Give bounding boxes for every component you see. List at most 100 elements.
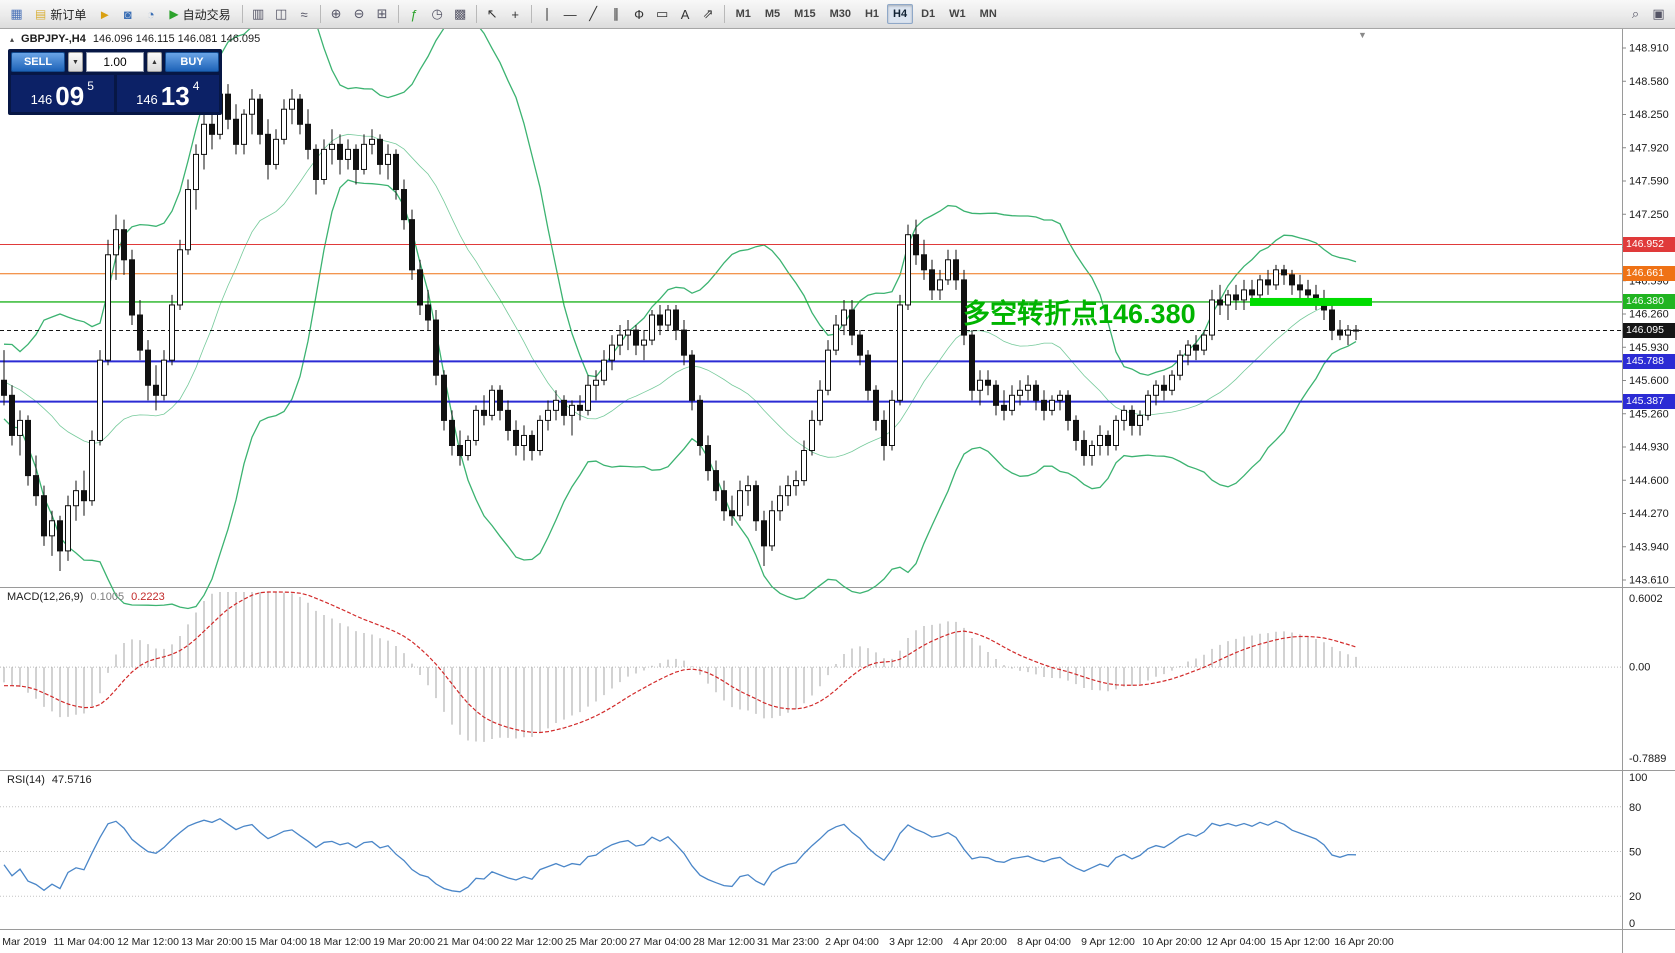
timeframe-m1[interactable]: M1 (735, 8, 751, 20)
rsi-axis-tick-label: 0 (1629, 918, 1635, 930)
candle-body (201, 123, 207, 155)
candle-body (1265, 279, 1271, 286)
sell-price-button[interactable]: 146 09 5 (11, 75, 114, 112)
autotrading-icon: ▶ (169, 7, 179, 21)
time-axis-label: 28 Mar 12:00 (693, 936, 755, 948)
price-axis-tick-label: 144.270 (1629, 508, 1669, 520)
price-axis-tick-label: 144.930 (1629, 442, 1669, 454)
market-watch-icon[interactable]: ◙ (116, 3, 139, 25)
buy-price-big: 13 (160, 81, 190, 111)
timeframe-m15[interactable]: M15 (794, 8, 816, 20)
candle-body (505, 409, 511, 431)
candle-body (753, 485, 759, 522)
candle-body (129, 259, 135, 316)
candle-body (137, 314, 143, 351)
profiles-icon[interactable]: ► (93, 3, 116, 25)
fibonacci-icon[interactable]: Ф (628, 3, 651, 25)
chart-shift-marker[interactable]: ▼ (1358, 30, 1367, 40)
candle-body (721, 490, 727, 512)
templates-icon[interactable]: ▩ (449, 3, 472, 25)
lot-increase-button[interactable]: ▲ (147, 52, 162, 72)
cursor-icon[interactable]: ↖ (481, 3, 504, 25)
sell-button[interactable]: SELL (11, 52, 65, 72)
candle-body (841, 309, 847, 326)
rsi-axis-tick-label: 100 (1629, 772, 1647, 784)
periods-icon: ◷ (431, 6, 443, 21)
timeframe-w1[interactable]: W1 (949, 8, 966, 20)
autotrading-button-label: 自动交易 (182, 7, 231, 22)
vertical-line-icon[interactable]: ∣ (536, 3, 559, 25)
lot-size-input[interactable] (86, 52, 144, 72)
timeframe-d1[interactable]: D1 (921, 8, 936, 20)
toolbar-right-group: ⌕ ▣ (1624, 3, 1670, 25)
candle-body (49, 520, 55, 537)
lot-decrease-button[interactable]: ▼ (68, 52, 83, 72)
chart-ohlc-values: 146.096 146.115 146.081 146.095 (92, 33, 261, 45)
candle-body (577, 404, 583, 411)
zoom-out-icon[interactable]: ⊖ (348, 3, 371, 25)
search-icon[interactable]: ⌕ (1624, 3, 1647, 25)
candle-body (513, 429, 519, 446)
objects-list-icon[interactable]: ▣ (1647, 3, 1670, 25)
timeframe-m5[interactable]: M5 (764, 8, 781, 20)
price-badge-146.661: 146.661 (1623, 266, 1675, 282)
time-axis-label: 4 Apr 20:00 (953, 936, 1007, 948)
candle-body (545, 409, 551, 421)
candle-body (1161, 384, 1167, 391)
candle-body (441, 374, 447, 421)
candle-body (1145, 394, 1151, 416)
candle-body (145, 349, 151, 386)
chart-line-icon[interactable]: ≈ (293, 3, 316, 25)
candle-body (1185, 344, 1191, 356)
tile-windows-icon[interactable]: ⊞ (371, 3, 394, 25)
price-badge-146.095: 146.095 (1623, 323, 1675, 339)
turning-point-highlight-bar[interactable] (1250, 297, 1372, 306)
timeframe-mn[interactable]: MN (979, 8, 997, 20)
candle-body (225, 93, 231, 120)
channel-icon[interactable]: ∥ (605, 3, 628, 25)
crosshair-icon[interactable]: + (504, 3, 527, 25)
trendline-icon[interactable]: ╱ (582, 3, 605, 25)
price-axis-tick-label: 145.260 (1629, 408, 1669, 420)
price-axis-tick-label: 147.920 (1629, 142, 1669, 154)
candle-body (705, 444, 711, 472)
data-window-icon[interactable]: ◔ (139, 3, 162, 25)
new-order-button[interactable]: ▤ 新订单 (28, 3, 93, 25)
turning-point-annotation[interactable]: 多空转折点146.380 (963, 299, 1196, 329)
indicators-icon[interactable]: ƒ (403, 3, 426, 25)
new-chart-icon[interactable]: ▦ (5, 3, 28, 25)
arrows-icon[interactable]: ⇗ (697, 3, 720, 25)
timeframe-m30[interactable]: M30 (829, 8, 851, 20)
timeframe-h1[interactable]: H1 (864, 8, 880, 20)
candle-body (1289, 274, 1295, 286)
candle-body (1257, 279, 1263, 296)
time-axis-label: 21 Mar 04:00 (437, 936, 499, 948)
candle-body (617, 334, 623, 346)
candle-body (937, 279, 943, 291)
candle-body (985, 379, 991, 386)
candle-body (865, 354, 871, 391)
chart-bars-icon[interactable]: ▥ (247, 3, 270, 25)
horizontal-line-icon[interactable]: ― (559, 3, 582, 25)
shapes-icon[interactable]: ▭ (651, 3, 674, 25)
candle-body (1105, 434, 1111, 446)
periods-icon[interactable]: ◷ (426, 3, 449, 25)
chart-title-icon: ▴ (10, 34, 15, 44)
candle-body (1, 379, 7, 396)
autotrading-button[interactable]: ▶ 自动交易 (162, 3, 237, 25)
candle-body (113, 229, 119, 256)
candle-body (65, 505, 71, 552)
candle-body (665, 309, 671, 326)
text-icon[interactable]: A (674, 3, 697, 25)
buy-button[interactable]: BUY (165, 52, 219, 72)
buy-price-button[interactable]: 146 13 4 (116, 75, 219, 112)
bollinger-middle-band (3, 133, 1357, 458)
candle-body (873, 389, 879, 421)
candle-body (41, 495, 47, 537)
chart-candles-icon[interactable]: ◫ (270, 3, 293, 25)
rsi-value: 47.5716 (51, 774, 92, 786)
zoom-in-icon[interactable]: ⊕ (325, 3, 348, 25)
timeframe-h4[interactable]: H4 (887, 4, 914, 24)
candle-body (329, 143, 335, 150)
